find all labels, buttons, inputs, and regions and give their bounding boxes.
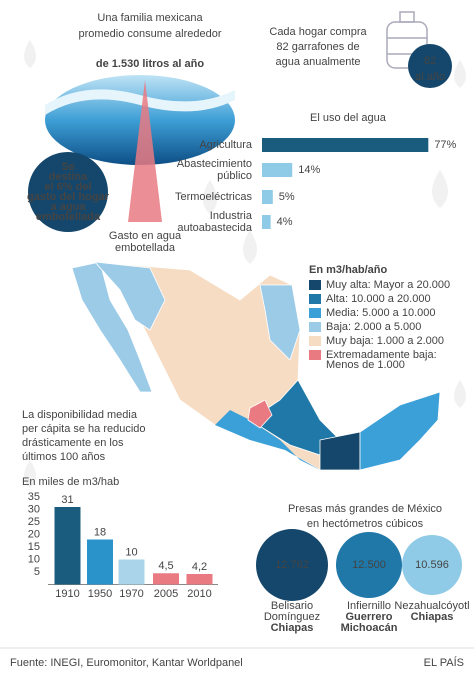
- jugs-badge: [408, 44, 452, 88]
- chart-subtitle: En miles de m3/hab: [22, 476, 119, 488]
- bar: [262, 163, 293, 177]
- category-label: Termoeléctricas: [175, 191, 253, 203]
- legend-label: Extremadamente baja:: [326, 349, 437, 361]
- category-label: Abastecimiento público: [177, 158, 252, 182]
- bottled-text: embotellada: [36, 211, 101, 223]
- header-line: Una familia mexicana: [97, 12, 203, 24]
- legend-label: Muy alta: Mayor a 20.000: [326, 279, 450, 291]
- bottled-caption: Gasto en agua: [109, 230, 182, 242]
- legend-label: Muy baja: 1.000 a 2.000: [326, 335, 444, 347]
- x-tick-label: 2010: [187, 588, 211, 600]
- value-label: 14%: [298, 164, 320, 176]
- dam-state: Guerrero: [345, 611, 392, 623]
- bottled-caption: embotellada: [115, 242, 176, 254]
- chart-title: El uso del agua: [310, 112, 387, 124]
- legend-swatch: [309, 308, 321, 318]
- chart-title: La disponibilidad media: [22, 409, 138, 421]
- legend-label: Media: 5.000 a 10.000: [326, 307, 435, 319]
- bar: [118, 559, 145, 585]
- water-wave: [45, 89, 235, 115]
- bar: [262, 215, 271, 229]
- bottled-text: gasto del hogar: [27, 191, 110, 203]
- x-tick-label: 1970: [119, 588, 143, 600]
- dams-subtitle: en hectómetros cúbicos: [307, 518, 424, 530]
- dam-state: Michoacán: [341, 622, 398, 634]
- brand: EL PAÍS: [424, 656, 464, 669]
- y-tick-label: 15: [28, 541, 40, 553]
- legend-title: En m3/hab/año: [309, 264, 388, 276]
- dam-state: Chiapas: [271, 622, 314, 634]
- bottled-text: Se: [61, 161, 74, 173]
- jugs-line: Cada hogar compra: [269, 26, 367, 38]
- legend-swatch: [309, 280, 321, 290]
- dam-name: Infiernillo: [347, 600, 391, 612]
- x-tick-label: 1950: [88, 588, 112, 600]
- dam-circle: [256, 529, 328, 601]
- y-tick-label: 10: [28, 553, 40, 565]
- dam-name: Belisario: [271, 600, 313, 612]
- bottled-wedge: [128, 80, 162, 222]
- jugs-line: agua anualmente: [275, 56, 360, 68]
- value-label: 5%: [279, 191, 295, 203]
- category-label: Industria autoabastecida: [177, 210, 252, 234]
- category-label: Agricultura: [199, 139, 252, 151]
- dam-value: 12.500: [352, 559, 386, 571]
- source: Fuente: INEGI, Euromonitor, Kantar World…: [10, 657, 243, 669]
- dam-circle: [336, 532, 402, 598]
- bottled-text: a agua: [51, 201, 87, 213]
- dam-name: Domínguez: [264, 611, 320, 623]
- dam-circle: [402, 535, 462, 595]
- value-label: 4,2: [192, 561, 207, 573]
- dam-state: Chiapas: [411, 611, 454, 623]
- bar: [262, 138, 429, 152]
- jugs-line: 82 garrafones de: [276, 41, 359, 53]
- legend-label: Menos de 1.000: [326, 359, 405, 371]
- value-label: 31: [61, 494, 73, 506]
- legend-label: Baja: 2.000 a 5.000: [326, 321, 421, 333]
- header-line: promedio consume alrededor: [78, 28, 221, 40]
- chart-title: últimos 100 años: [22, 451, 106, 463]
- value-label: 77%: [434, 139, 456, 151]
- x-tick-label: 1910: [55, 588, 79, 600]
- bottled-text: destina: [49, 171, 88, 183]
- dam-value: 12.762: [275, 559, 309, 571]
- dam-name: Nezahualcóyotl: [394, 600, 469, 612]
- jugs-badge-number: 82: [424, 55, 436, 67]
- bar: [153, 573, 179, 585]
- value-label: 10: [125, 546, 137, 558]
- bar: [87, 539, 113, 585]
- y-tick-label: 30: [28, 503, 40, 515]
- legend-swatch: [309, 350, 321, 360]
- header-highlight: de 1.530 litros al año: [96, 58, 204, 70]
- chart-title: per cápita se ha reducido: [22, 423, 146, 435]
- chart-title: drásticamente en los: [22, 437, 124, 449]
- y-tick-label: 5: [34, 566, 40, 578]
- jugs-badge-unit: al año: [415, 71, 445, 83]
- legend-label: Alta: 10.000 a 20.000: [326, 293, 431, 305]
- y-tick-label: 35: [28, 491, 40, 503]
- bar: [186, 574, 213, 585]
- value-label: 18: [94, 526, 106, 538]
- value-label: 4%: [277, 216, 293, 228]
- dam-value: 10.596: [415, 559, 449, 571]
- bottled-circle: [28, 152, 108, 232]
- value-label: 4,5: [158, 560, 173, 572]
- y-tick-label: 20: [28, 528, 40, 540]
- bottled-text: el 6% del: [44, 181, 91, 193]
- legend-swatch: [309, 336, 321, 346]
- y-tick-label: 25: [28, 516, 40, 528]
- bar: [54, 507, 81, 585]
- bar: [262, 190, 273, 204]
- dams-title: Presas más grandes de México: [288, 503, 442, 515]
- map: [71, 261, 441, 471]
- x-tick-label: 2005: [154, 588, 178, 600]
- legend-swatch: [309, 322, 321, 332]
- legend-swatch: [309, 294, 321, 304]
